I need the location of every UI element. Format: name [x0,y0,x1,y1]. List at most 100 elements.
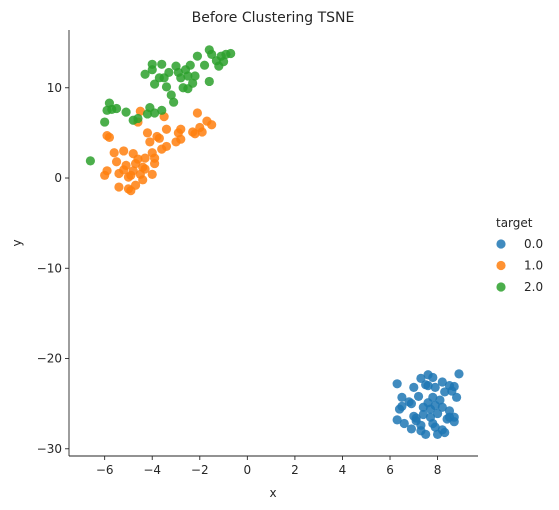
data-point-series-2-1 [100,117,110,127]
data-point-series-1-46 [126,170,136,180]
y-tick-label-1: −20 [37,352,62,366]
data-point-series-1-45 [119,165,129,175]
data-point-series-2-41 [226,48,236,59]
data-point-series-1-8 [119,146,129,156]
data-point-series-2-44 [147,59,157,69]
data-point-series-2-13 [140,69,150,79]
x-tick-label-3: 0 [244,463,252,477]
data-point-series-0-11 [437,377,447,387]
data-point-series-0-46 [411,416,421,426]
data-point-series-0-39 [418,409,428,420]
data-point-series-0-26 [437,402,447,412]
points-layer [85,45,464,439]
data-point-series-2-42 [183,84,193,94]
y-axis-label: y [10,239,24,246]
data-point-series-0-6 [416,373,426,383]
data-point-series-1-16 [133,154,143,164]
data-point-series-1-22 [140,153,150,163]
data-point-series-2-39 [218,56,229,67]
data-point-series-0-0 [392,379,402,389]
chart-title: Before Clustering TSNE [192,10,355,26]
x-tick-label-2: −2 [191,463,209,477]
x-tick-label-5: 4 [339,463,347,477]
data-point-series-2-32 [199,60,210,70]
data-point-series-1-36 [176,134,186,144]
legend: target 0.0 1.0 2.0 [496,216,543,294]
data-point-series-0-44 [423,381,433,391]
y-tick-label-3: 0 [54,171,62,185]
data-point-series-2-35 [204,76,214,87]
legend-marker-2 [496,282,506,292]
data-point-series-2-27 [183,71,193,81]
legend-title: target [496,216,533,230]
data-point-series-1-33 [161,141,172,152]
data-point-series-1-24 [145,137,155,147]
data-point-series-0-14 [454,369,464,379]
data-point-series-0-5 [409,382,419,393]
data-point-series-0-20 [447,386,457,396]
data-point-series-1-39 [190,129,200,139]
data-point-series-2-11 [150,108,160,118]
data-point-series-0-25 [430,400,440,411]
legend-marker-1 [496,260,506,271]
data-point-series-1-40 [192,108,203,118]
data-point-series-2-30 [190,71,200,81]
data-point-series-2-8 [133,113,143,124]
data-point-series-2-21 [169,97,179,107]
x-tick-label-4: 2 [291,463,299,477]
data-point-series-2-19 [161,82,172,92]
y-tick-label-4: 10 [47,81,62,95]
data-point-series-2-0 [85,156,95,166]
data-point-series-0-43 [440,427,450,438]
data-point-series-2-31 [192,51,203,61]
x-axis-label: x [269,486,276,500]
data-point-series-0-23 [418,402,428,412]
data-point-series-0-30 [406,424,417,434]
data-point-series-1-20 [138,175,148,185]
data-point-series-2-43 [164,67,174,78]
data-point-series-1-1 [102,166,112,176]
y-tick-label-2: −10 [37,261,62,275]
data-point-series-0-45 [397,401,407,411]
data-point-series-0-19 [440,387,450,397]
data-point-series-1-7 [114,182,124,192]
data-point-series-0-27 [444,406,455,416]
data-point-series-2-17 [157,59,167,69]
x-tick-label-0: −6 [96,463,114,477]
data-point-series-2-28 [185,60,195,70]
data-point-series-0-29 [399,418,409,429]
legend-label-1: 1.0 [524,259,543,273]
data-point-series-2-15 [150,79,160,89]
data-point-series-1-4 [109,148,119,158]
data-point-series-0-21 [452,392,462,402]
data-point-series-0-15 [413,391,424,402]
data-point-series-0-17 [428,392,438,402]
data-point-series-2-24 [176,73,186,83]
x-tick-label-7: 8 [434,463,442,477]
data-point-series-0-49 [416,426,426,436]
x-tick-label-6: 6 [386,463,394,477]
legend-label-0: 0.0 [524,237,543,251]
data-point-series-0-8 [428,372,438,383]
y-tick-label-0: −30 [37,442,62,456]
data-point-series-1-44 [207,120,217,130]
data-point-series-2-6 [121,107,131,117]
data-point-series-1-18 [135,106,145,116]
data-point-series-1-3 [104,132,115,142]
data-point-series-1-23 [142,128,153,138]
x-tick-label-1: −4 [143,463,161,477]
data-point-series-1-5 [111,157,122,167]
data-point-series-0-1 [397,392,407,402]
data-point-series-1-37 [176,124,186,134]
data-point-series-0-47 [430,422,440,432]
data-point-series-1-26 [147,169,157,180]
data-point-series-0-22 [406,399,417,409]
data-point-series-0-4 [392,415,402,425]
data-point-series-1-32 [161,124,172,134]
data-point-series-1-29 [154,133,164,143]
data-point-series-2-12 [157,105,167,115]
data-point-series-2-5 [111,103,122,114]
data-point-series-2-20 [166,90,176,100]
